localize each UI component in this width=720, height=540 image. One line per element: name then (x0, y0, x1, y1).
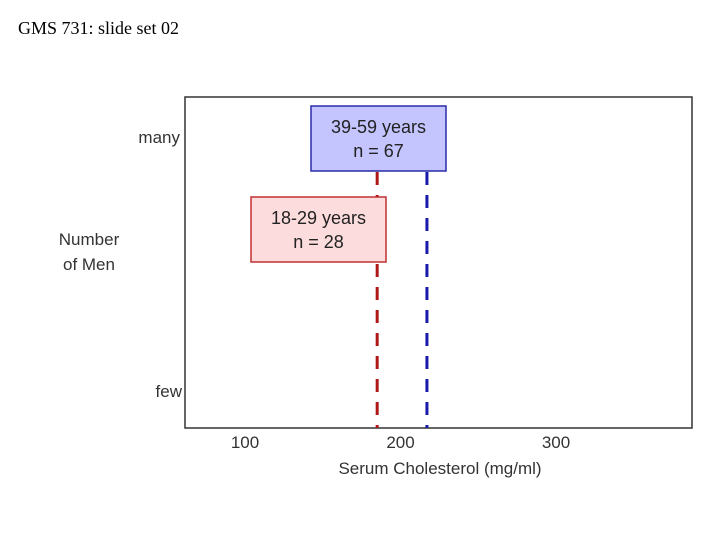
label-box-39-59 (310, 105, 447, 172)
label-box-18-29 (250, 196, 387, 263)
y-tick-label-many: many (138, 128, 180, 147)
x-axis-label: Serum Cholesterol (mg/ml) (338, 459, 541, 478)
label-box-39-59-line-1: 39-59 years (331, 117, 426, 137)
label-box-18-29-line-1: 18-29 years (271, 208, 366, 228)
label-box-18-29-line-2: n = 28 (293, 232, 344, 252)
y-axis-label-line-2: of Men (63, 255, 115, 274)
slide-header: GMS 731: slide set 02 (18, 18, 180, 38)
y-axis-label-line-1: Number (59, 230, 120, 249)
x-tick-label: 200 (386, 433, 414, 452)
y-tick-label-few: few (156, 382, 183, 401)
label-box-39-59-line-2: n = 67 (353, 141, 404, 161)
x-tick-label: 300 (542, 433, 570, 452)
x-tick-label: 100 (231, 433, 259, 452)
